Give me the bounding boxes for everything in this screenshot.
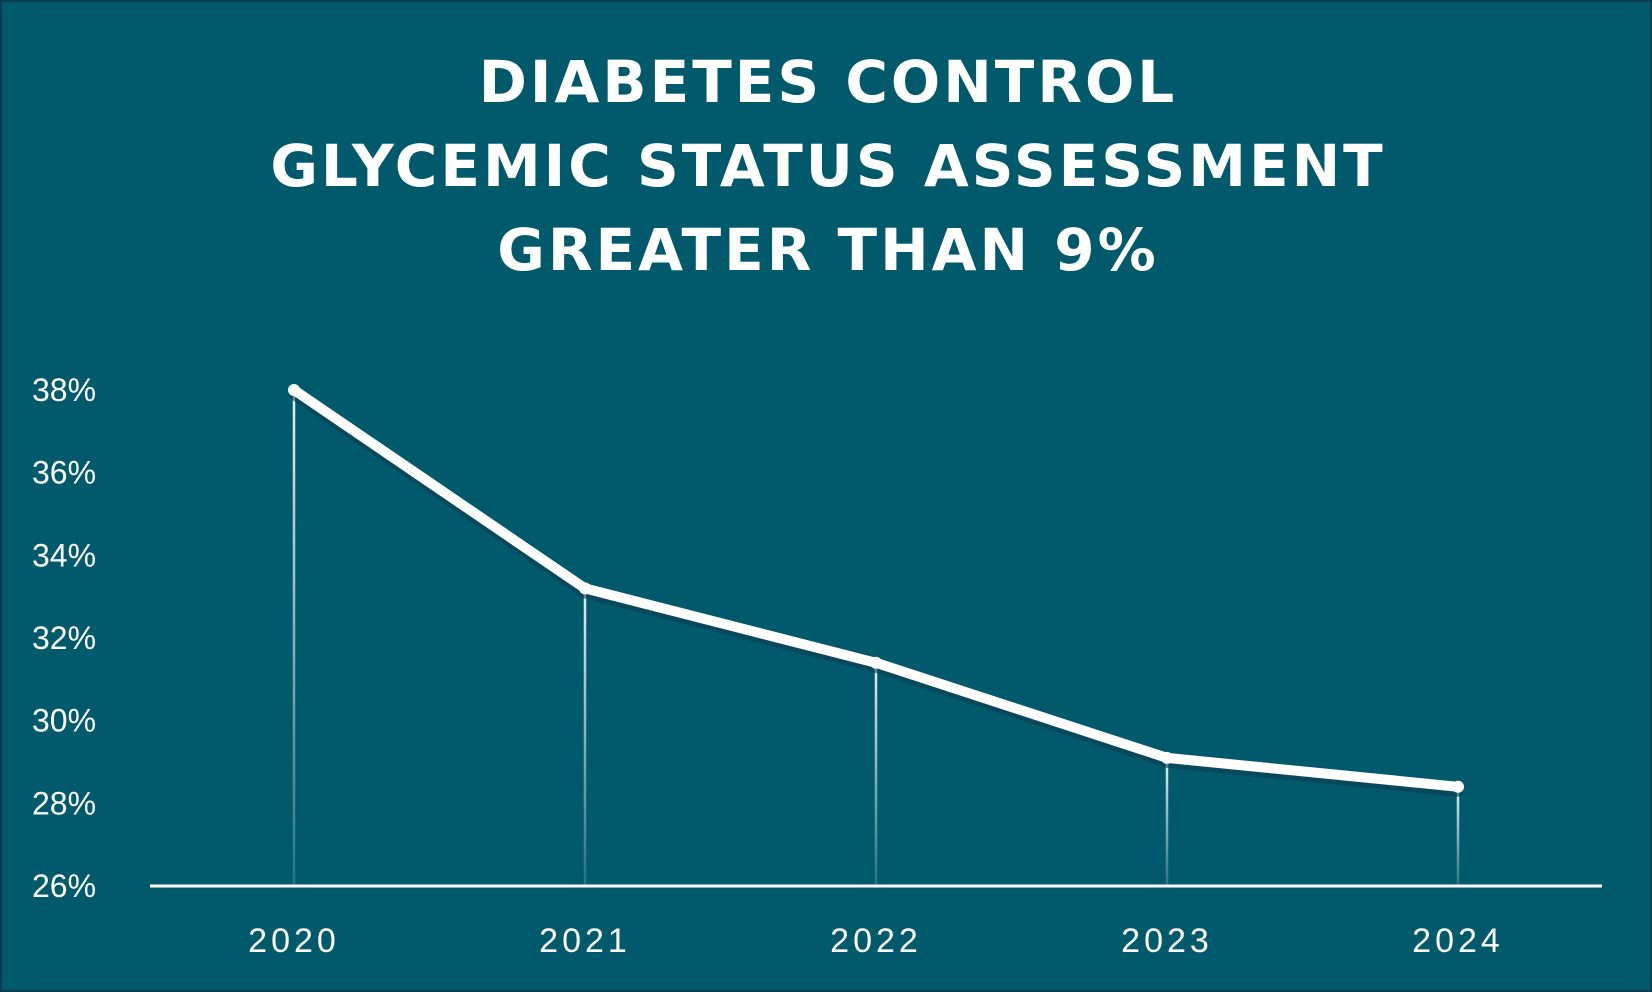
x-tick-label: 2021 bbox=[539, 922, 631, 960]
y-tick-label: 38% bbox=[32, 372, 96, 408]
title-line-1: DIABETES CONTROL bbox=[478, 48, 1178, 116]
x-tick-label: 2023 bbox=[1121, 922, 1213, 960]
x-axis: 2020 2021 2022 2023 2024 bbox=[248, 922, 1504, 960]
data-point bbox=[1161, 751, 1173, 764]
drop-line bbox=[874, 662, 878, 886]
title-line-2: GLYCEMIC STATUS ASSESSMENT bbox=[270, 132, 1386, 200]
data-point bbox=[1452, 780, 1464, 793]
y-tick-label: 28% bbox=[32, 785, 96, 821]
drop-line bbox=[1456, 786, 1460, 886]
title-line-3: GREATER THAN 9% bbox=[497, 216, 1159, 284]
y-tick-label: 32% bbox=[32, 620, 96, 656]
chart-title: DIABETES CONTROL GLYCEMIC STATUS ASSESSM… bbox=[2, 40, 1652, 292]
drop-line bbox=[583, 588, 587, 886]
drop-line bbox=[1165, 757, 1169, 886]
data-point bbox=[579, 582, 591, 595]
y-tick-label: 26% bbox=[32, 868, 96, 904]
x-tick-label: 2024 bbox=[1412, 922, 1504, 960]
x-tick-label: 2020 bbox=[248, 922, 340, 960]
series-group bbox=[288, 384, 1464, 797]
y-tick-label: 30% bbox=[32, 703, 96, 739]
data-point bbox=[288, 384, 300, 396]
y-axis: 26% 28% 30% 32% 34% 36% 38% bbox=[32, 372, 96, 904]
y-tick-label: 36% bbox=[32, 455, 96, 491]
drop-line bbox=[292, 390, 296, 886]
data-point bbox=[870, 656, 882, 669]
drop-lines bbox=[292, 390, 1460, 886]
y-tick-label: 34% bbox=[32, 537, 96, 573]
x-tick-label: 2022 bbox=[830, 922, 922, 960]
